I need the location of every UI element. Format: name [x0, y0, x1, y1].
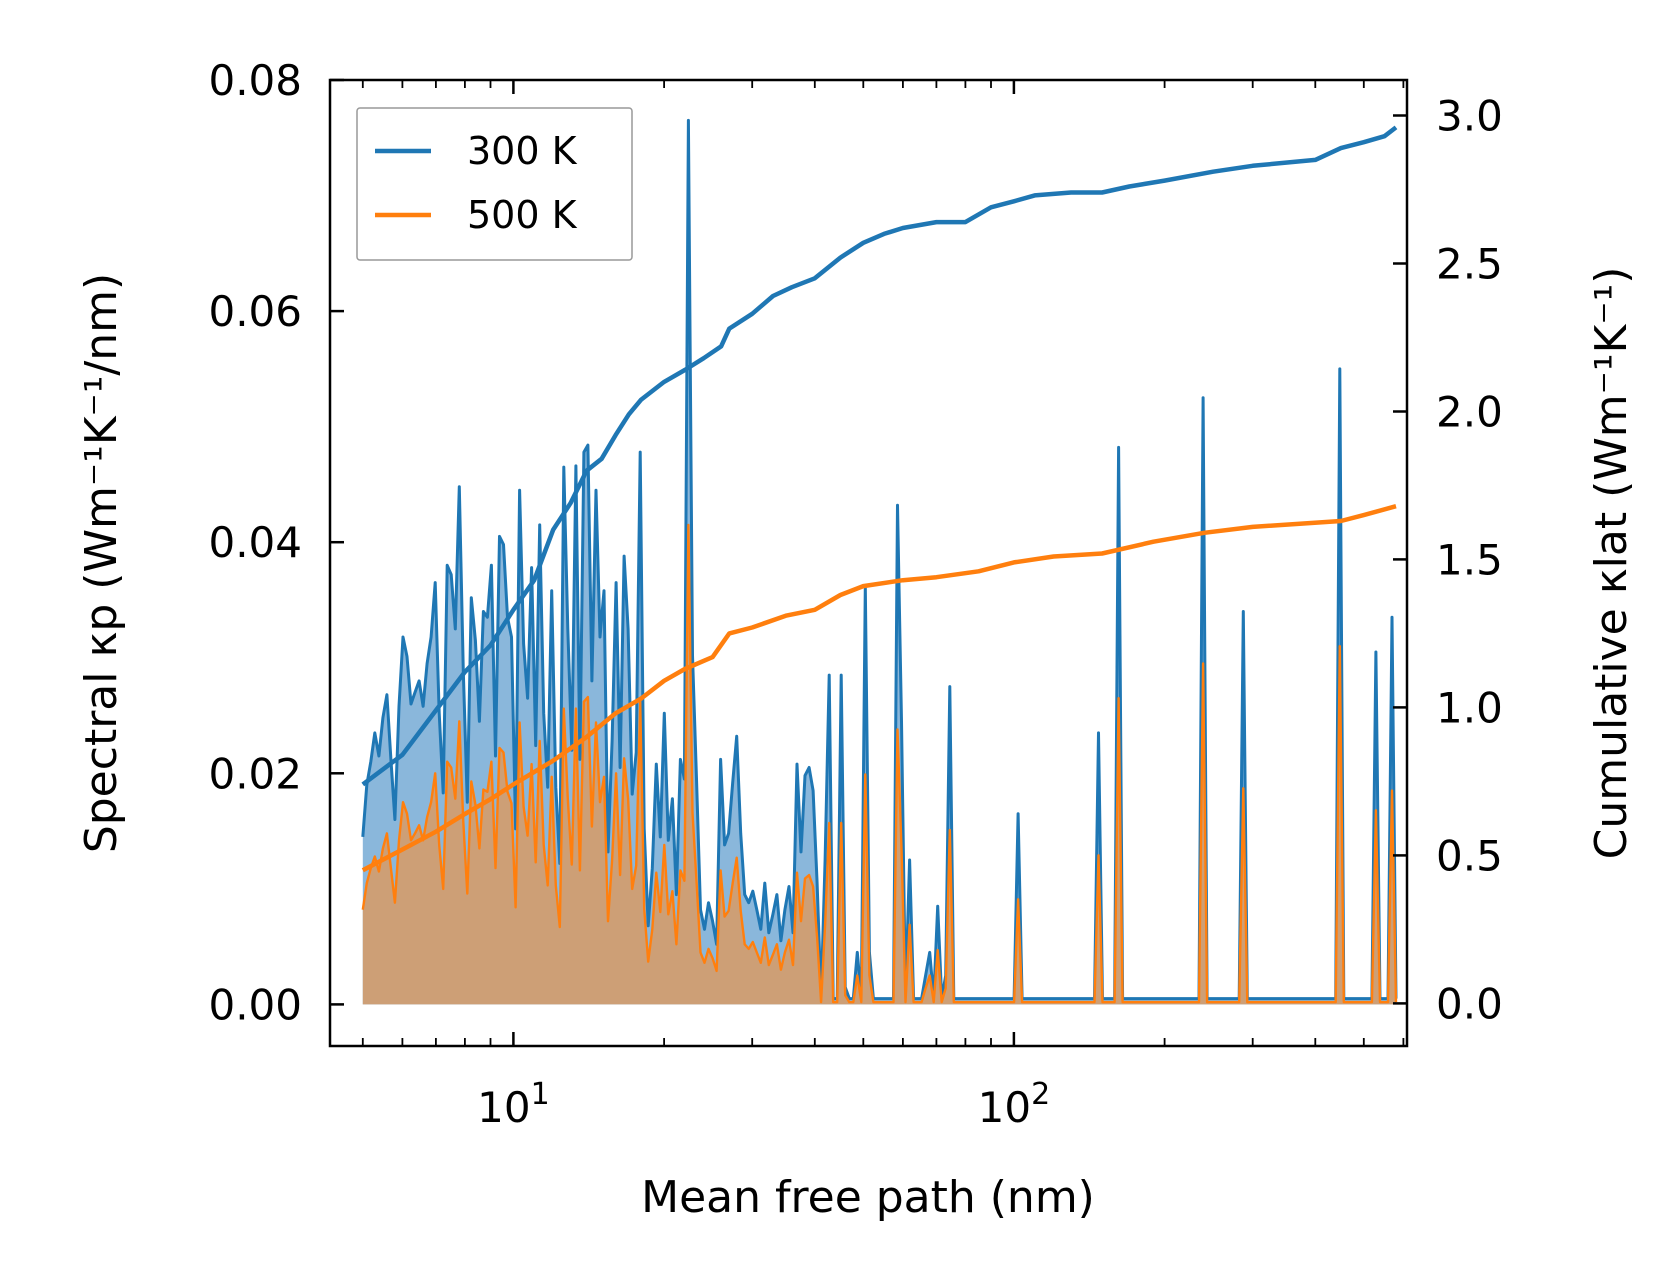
y-right-tick-label: 2.5 — [1436, 240, 1503, 289]
y-right-tick-label: 1.0 — [1436, 683, 1503, 732]
legend-label-500k: 500 K — [467, 193, 578, 237]
x-tick-label: 102 — [978, 1077, 1051, 1132]
y-right-tick-label: 0.5 — [1436, 831, 1503, 880]
y-right-tick-label: 0.0 — [1436, 979, 1503, 1028]
plot-area — [361, 118, 1398, 1005]
y-axis-title-right: Cumulative κlat (Wm⁻¹K⁻¹) — [1586, 267, 1637, 860]
axis-ticks — [330, 78, 1407, 1046]
y-left-tick-label: 0.08 — [208, 56, 302, 105]
y-axis-title-left: Spectral κp (Wm⁻¹K⁻¹/nm) — [76, 273, 127, 853]
legend-label-300k: 300 K — [467, 129, 578, 173]
x-axis-title: Mean free path (nm) — [641, 1172, 1095, 1223]
x-tick-label: 101 — [477, 1077, 550, 1132]
plot-frame — [328, 78, 1409, 1048]
cumulative-300k-line — [361, 125, 1398, 787]
y-right-tick-label: 3.0 — [1436, 92, 1503, 141]
y-right-tick-label: 2.0 — [1436, 388, 1503, 437]
spectral-500k-fill-area — [362, 524, 1396, 1005]
y-left-tick-label: 0.04 — [208, 518, 302, 567]
spectral-300k-line — [361, 118, 1398, 1001]
spectral-500k-line — [361, 523, 1398, 1004]
tick-labels: 101 102 0.00 0.02 0.04 0.06 0.08 0.0 0.5 1.0 1.5 2.… — [208, 56, 1502, 1132]
y-right-tick-label: 1.5 — [1436, 535, 1503, 584]
legend-box — [356, 107, 633, 261]
y-left-tick-label: 0.02 — [208, 749, 302, 798]
y-left-tick-label: 0.00 — [208, 980, 302, 1029]
legend: 300 K 500 K — [356, 107, 633, 261]
cumulative-500k-line — [361, 504, 1397, 873]
spectral-300k-fill-area — [362, 120, 1396, 1005]
y-left-tick-label: 0.06 — [208, 287, 302, 336]
